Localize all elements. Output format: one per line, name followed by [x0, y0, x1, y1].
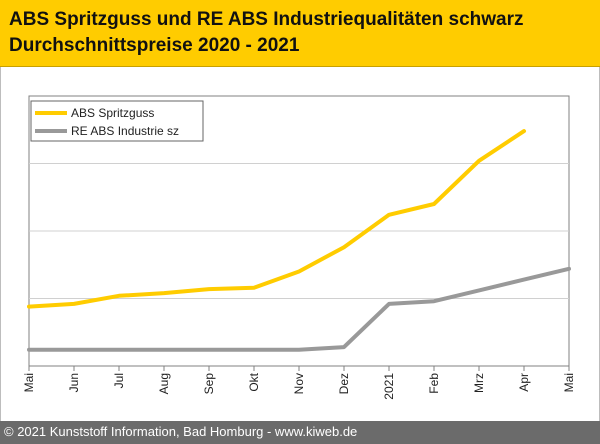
footer-bar: © 2021 Kunststoff Information, Bad Hombu… — [0, 421, 600, 444]
x-tick-label: Dez — [337, 373, 351, 394]
x-tick-label: Apr — [517, 373, 531, 392]
series-lines — [27, 129, 571, 352]
x-tick-label: Mai — [22, 373, 36, 392]
x-tick-label: Feb — [427, 373, 441, 394]
chart-title-line2: Durchschnittspreise 2020 - 2021 — [9, 35, 300, 56]
x-tick-label: Okt — [247, 372, 261, 391]
x-tick-label: Mai — [562, 373, 576, 392]
copyright-text: © 2021 Kunststoff Information, Bad Hombu… — [4, 424, 358, 439]
x-tick-label: Aug — [157, 373, 171, 394]
x-tick-label: Mrz — [472, 373, 486, 393]
chart-title-line1: ABS Spritzguss und RE ABS Industriequali… — [9, 9, 524, 30]
x-tick-label: Jul — [112, 373, 126, 388]
x-tick-label: Jun — [67, 373, 81, 392]
x-tick-label: 2021 — [382, 373, 396, 400]
x-axis: Mai Jun Jul Aug Sep Okt Nov Dez 2021 Feb Mrz Apr Mai — [22, 366, 576, 400]
header-bar: ABS Spritzguss und RE ABS Industriequali… — [0, 0, 600, 67]
legend-box — [30, 100, 204, 142]
legend-label-abs-spritzguss: ABS Spritzguss — [71, 106, 154, 120]
x-tick-label: Sep — [202, 373, 216, 395]
series-line-1 — [27, 266, 571, 352]
x-tick-label: Nov — [292, 373, 306, 394]
series-line-0 — [27, 129, 526, 309]
line-chart: Mai Jun Jul Aug Sep Okt Nov Dez 2021 Feb Mrz Apr Mai… — [22, 95, 576, 400]
legend: ABS Spritzguss RE ABS Industrie sz — [30, 100, 204, 142]
legend-label-re-abs-industrie: RE ABS Industrie sz — [71, 124, 179, 138]
